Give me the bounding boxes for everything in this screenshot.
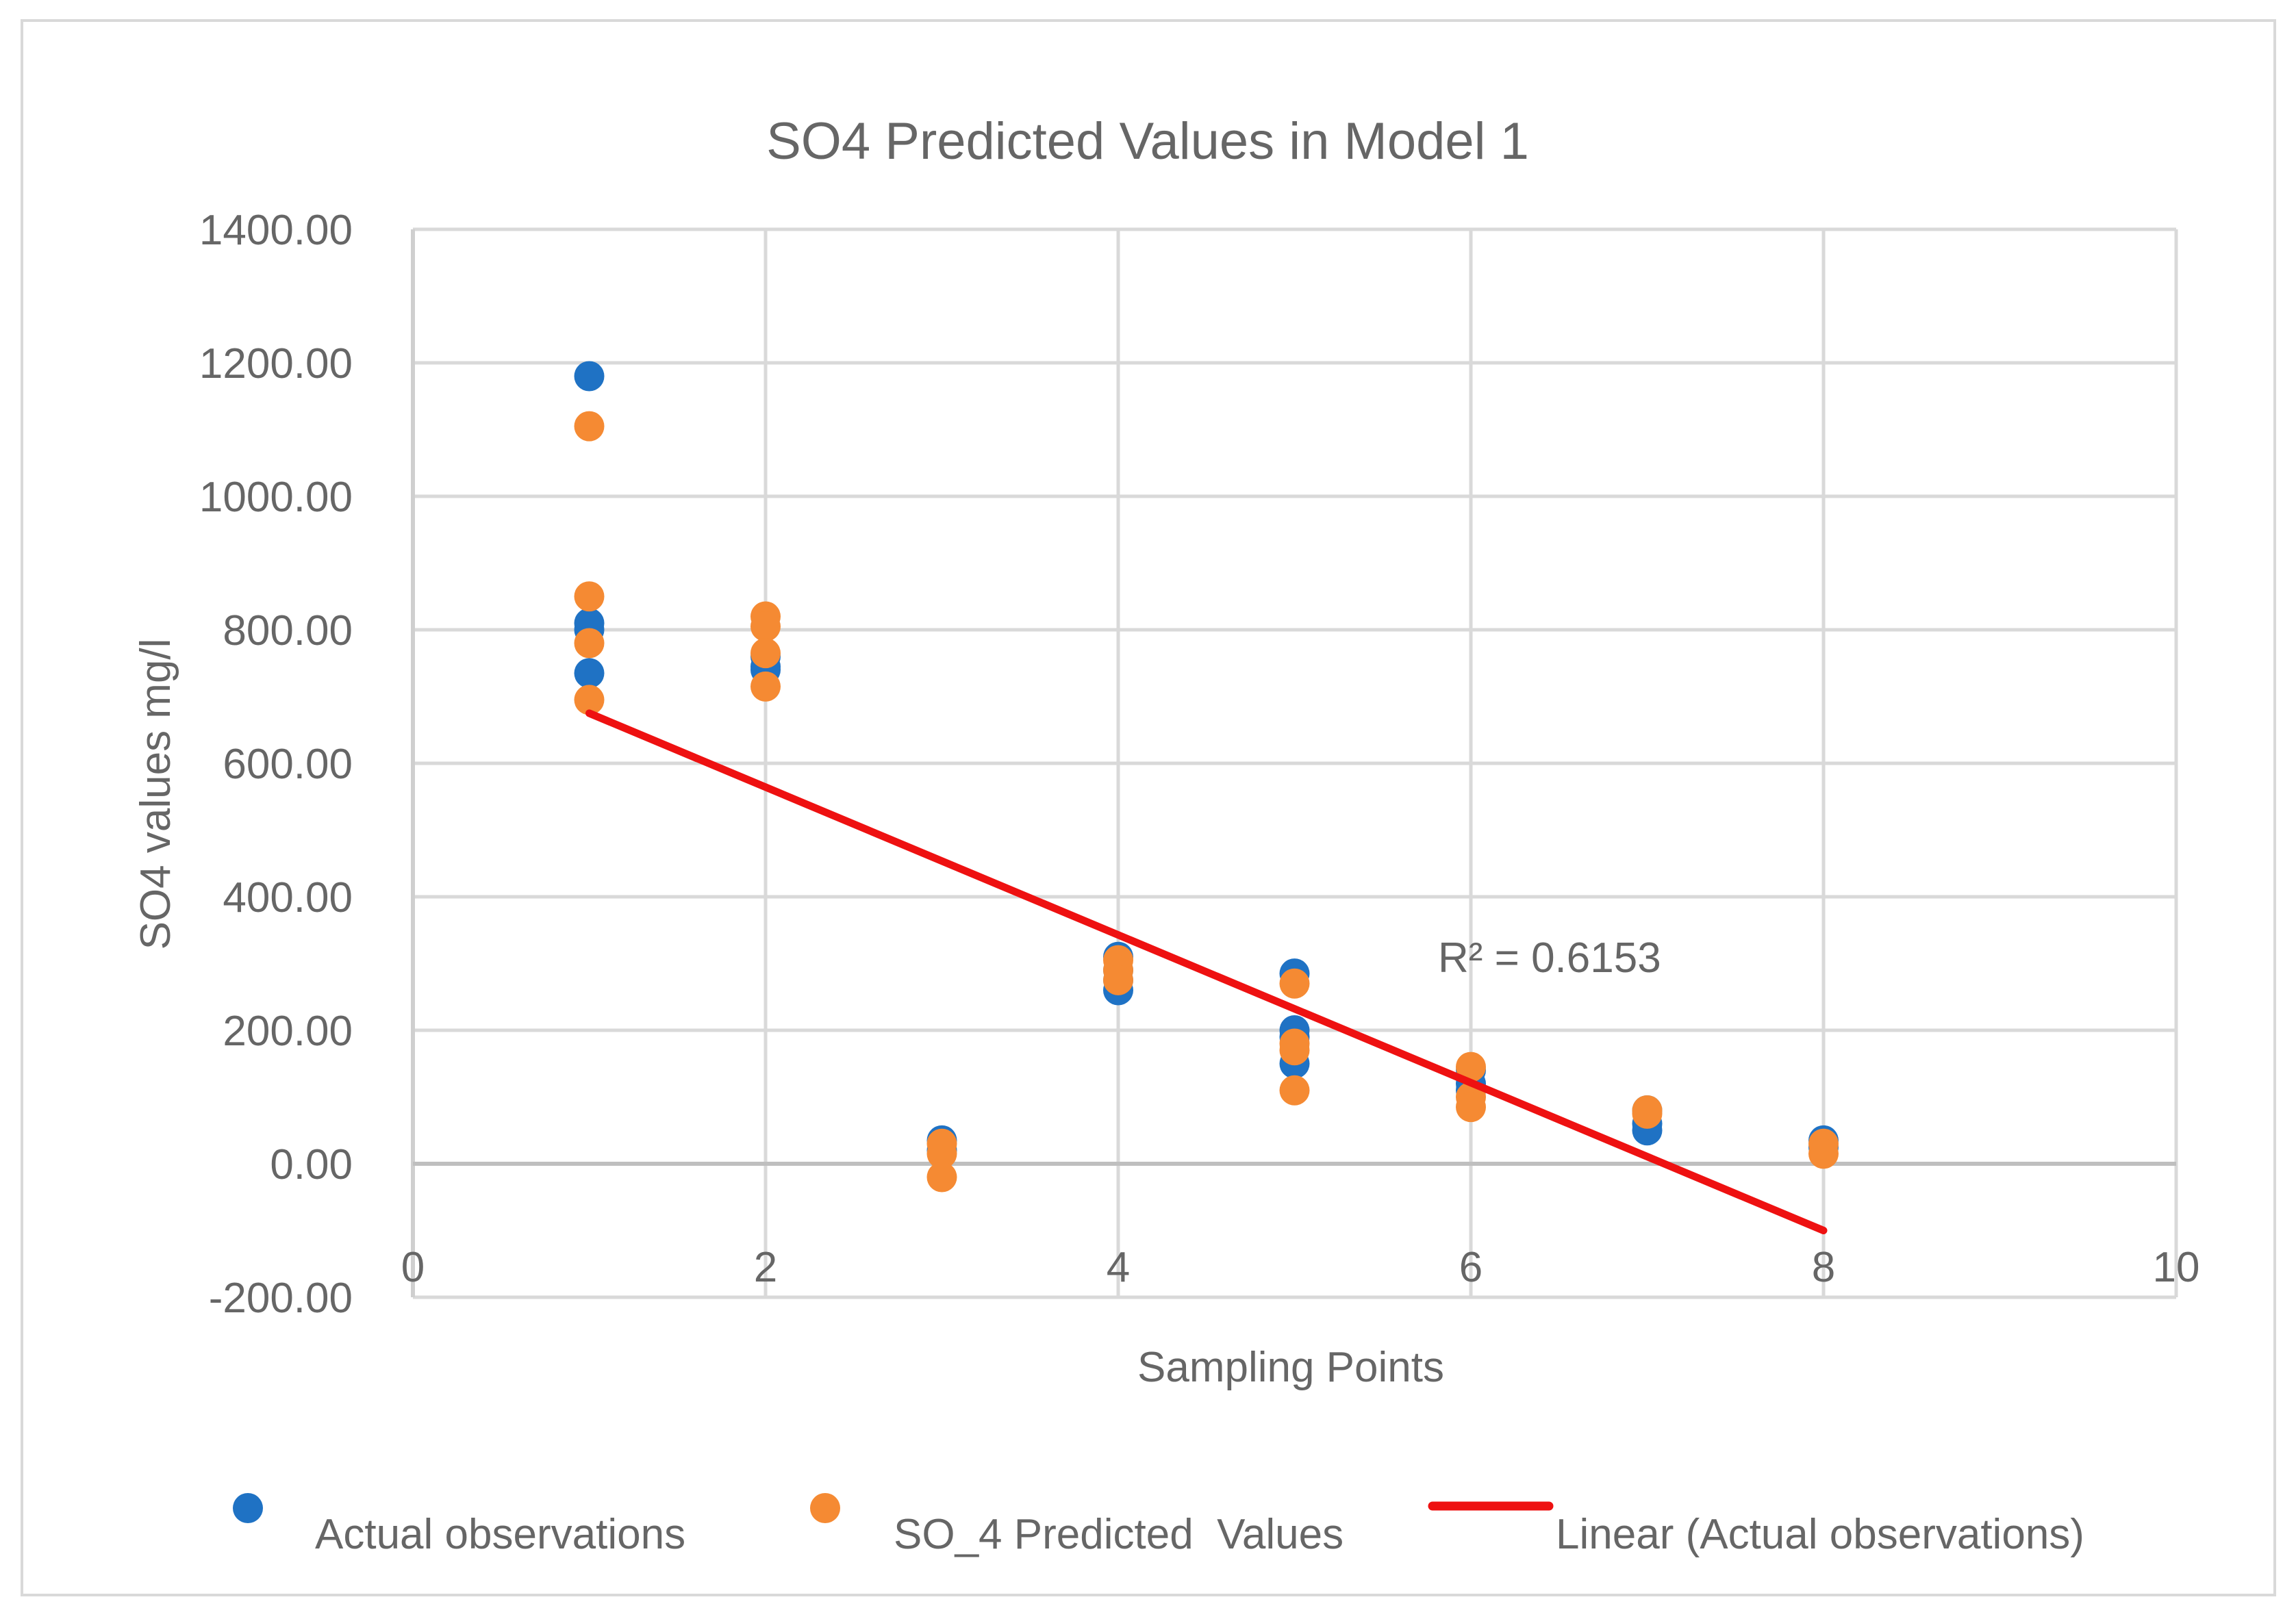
x-tick-label: 6 — [1459, 1244, 1483, 1291]
legend: Actual observations SO_4 Predicted Value… — [233, 1493, 2084, 1558]
predicted-point — [574, 411, 605, 442]
r-squared-annotation: R² = 0.6153 — [1438, 934, 1661, 982]
axes — [411, 229, 2176, 1297]
y-axis-title: SO4 values mg/l — [132, 639, 179, 950]
predicted-point — [1279, 1035, 1310, 1066]
legend-marker-actual — [233, 1493, 263, 1523]
chart-border — [21, 19, 2276, 1596]
predicted-point — [1808, 1138, 1839, 1169]
y-tick-label: 0.00 — [270, 1141, 353, 1188]
x-tick-label: 8 — [1812, 1244, 1835, 1291]
predicted-point — [1456, 1092, 1486, 1123]
y-tick-label: 800.00 — [223, 607, 353, 654]
y-tick-label: 1000.00 — [199, 474, 353, 521]
x-axis-title: Sampling Points — [1137, 1344, 1444, 1391]
chart-title: SO4 Predicted Values in Model 1 — [766, 112, 1529, 170]
predicted-point — [750, 611, 781, 642]
x-tick-label: 10 — [2153, 1244, 2200, 1291]
y-tick-label: 400.00 — [223, 874, 353, 921]
predicted-point — [926, 1138, 957, 1169]
actual-point — [574, 658, 605, 689]
predicted-point — [750, 638, 781, 669]
grid-lines — [413, 227, 2178, 1299]
predicted-point — [750, 671, 781, 702]
predicted-point — [1456, 1051, 1486, 1082]
legend-label-actual: Actual observations — [315, 1511, 685, 1558]
actual-point — [574, 361, 605, 392]
predicted-point — [574, 581, 605, 612]
tick-labels: -200.00 0.00 200.00 400.00 600.00 800.00 1000.… — [199, 207, 2200, 1322]
x-tick-label: 0 — [401, 1244, 425, 1291]
y-tick-label: 1200.00 — [199, 340, 353, 387]
legend-marker-predicted — [810, 1493, 840, 1523]
predicted-point — [926, 1162, 957, 1193]
y-tick-label: 1400.00 — [199, 207, 353, 254]
predicted-point — [1279, 968, 1310, 999]
trendline — [585, 709, 1828, 1234]
trendline-layer — [585, 709, 1828, 1234]
predicted-point — [1103, 965, 1133, 995]
legend-label-predicted: SO_4 Predicted Values — [894, 1511, 1343, 1558]
predicted-point — [1279, 1075, 1310, 1106]
legend-label-linear: Linear (Actual observations) — [1556, 1511, 2084, 1558]
predicted-point — [574, 685, 605, 715]
x-tick-label: 2 — [754, 1244, 777, 1291]
data-points — [574, 361, 1839, 1193]
predicted-point — [574, 628, 605, 659]
x-tick-label: 4 — [1107, 1244, 1130, 1291]
y-tick-label: 200.00 — [223, 1008, 353, 1055]
predicted-point — [1632, 1098, 1663, 1129]
y-tick-label: 600.00 — [223, 741, 353, 788]
y-tick-label: -200.00 — [209, 1275, 353, 1322]
